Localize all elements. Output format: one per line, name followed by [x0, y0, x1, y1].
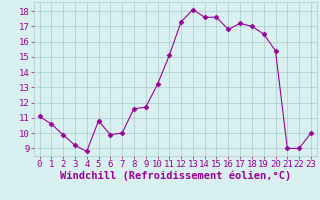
X-axis label: Windchill (Refroidissement éolien,°C): Windchill (Refroidissement éolien,°C) — [60, 171, 291, 181]
